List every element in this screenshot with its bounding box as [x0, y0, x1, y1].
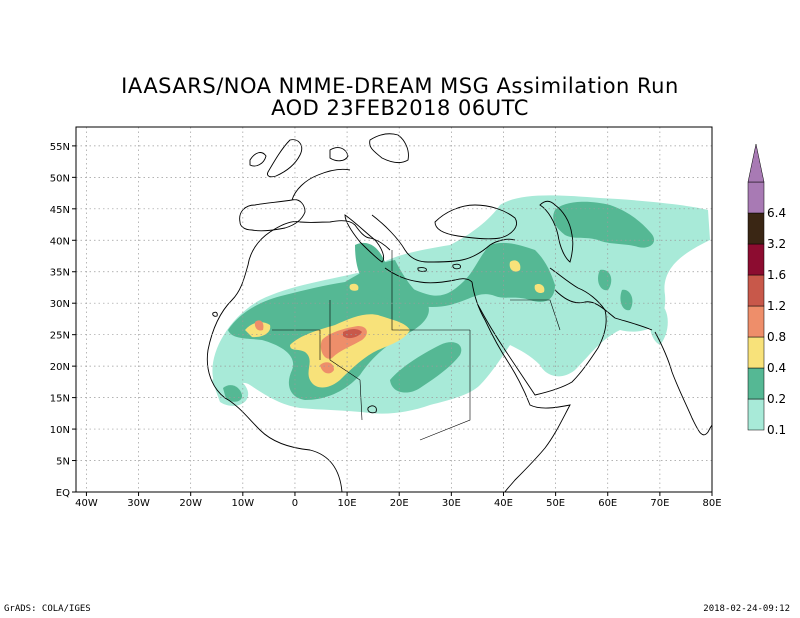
x-tick-label: 80E	[702, 498, 721, 509]
y-tick-label: 20N	[50, 362, 70, 373]
colorbar-segment	[747, 305, 765, 338]
map-subtitle: AOD 23FEB2018 06UTC	[271, 96, 529, 120]
colorbar-label: 0.2	[767, 392, 786, 406]
x-tick-label: 10E	[338, 498, 357, 509]
y-tick-label: 25N	[50, 331, 70, 342]
colorbar-label: 0.8	[767, 330, 786, 344]
plot-frame	[75, 126, 713, 493]
x-tick-label: 30W	[127, 498, 150, 509]
map-title: IAASARS/NOA NMME-DREAM MSG Assimilation …	[121, 74, 679, 98]
colorbar-segment	[747, 398, 765, 431]
colorbar-label: 6.4	[767, 206, 786, 220]
aod-shading	[212, 195, 710, 414]
x-tick-label: 10W	[232, 498, 255, 509]
colorbar-label: 1.6	[767, 268, 786, 282]
colorbar-segment	[747, 367, 765, 400]
y-tick-label: 45N	[50, 205, 70, 216]
y-tick-label: 15N	[50, 394, 70, 405]
y-tick-label: 50N	[50, 173, 70, 184]
colorbar-segment	[747, 212, 765, 245]
colorbar-segment	[747, 181, 765, 214]
coastlines	[206, 133, 712, 492]
colorbar-arrow	[747, 143, 765, 183]
colorbar-label: 1.2	[767, 299, 786, 313]
x-tick-label: 60E	[598, 498, 617, 509]
colorbar-label: 0.4	[767, 361, 786, 375]
x-tick-label: 40W	[75, 498, 98, 509]
x-tick-label: 50E	[546, 498, 565, 509]
footer-credit: GrADS: COLA/IGES	[4, 604, 91, 614]
y-tick-label: 35N	[50, 268, 70, 279]
x-tick-label: 70E	[650, 498, 669, 509]
y-tick-label: 40N	[50, 236, 70, 247]
x-tick-label: 30E	[442, 498, 461, 509]
y-tick-label: 55N	[50, 142, 70, 153]
x-tick-label: 0	[292, 498, 298, 509]
colorbar-label: 3.2	[767, 237, 786, 251]
y-tick-label: 10N	[50, 425, 70, 436]
colorbar-segment	[747, 243, 765, 276]
footer-timestamp: 2018-02-24-09:12	[703, 604, 790, 614]
colorbar-segment	[747, 274, 765, 307]
x-tick-label: 40E	[494, 498, 513, 509]
colorbar-label: 0.1	[767, 423, 786, 437]
x-tick-label: 20E	[390, 498, 409, 509]
x-tick-label: 20W	[179, 498, 202, 509]
y-tick-label: 5N	[56, 457, 70, 468]
aod-colorbar: 0.1 0.2 0.4 0.8 1.2 1.6 3.2 6.4	[747, 143, 786, 437]
y-tick-label: EQ	[56, 488, 70, 499]
y-tick-label: 30N	[50, 299, 70, 310]
map-axes: 40W 30W 20W 10W 0 10E 20E 30E 40E 50E 60E 70E 80E EQ 5…	[50, 142, 722, 509]
colorbar-segment	[747, 336, 765, 369]
